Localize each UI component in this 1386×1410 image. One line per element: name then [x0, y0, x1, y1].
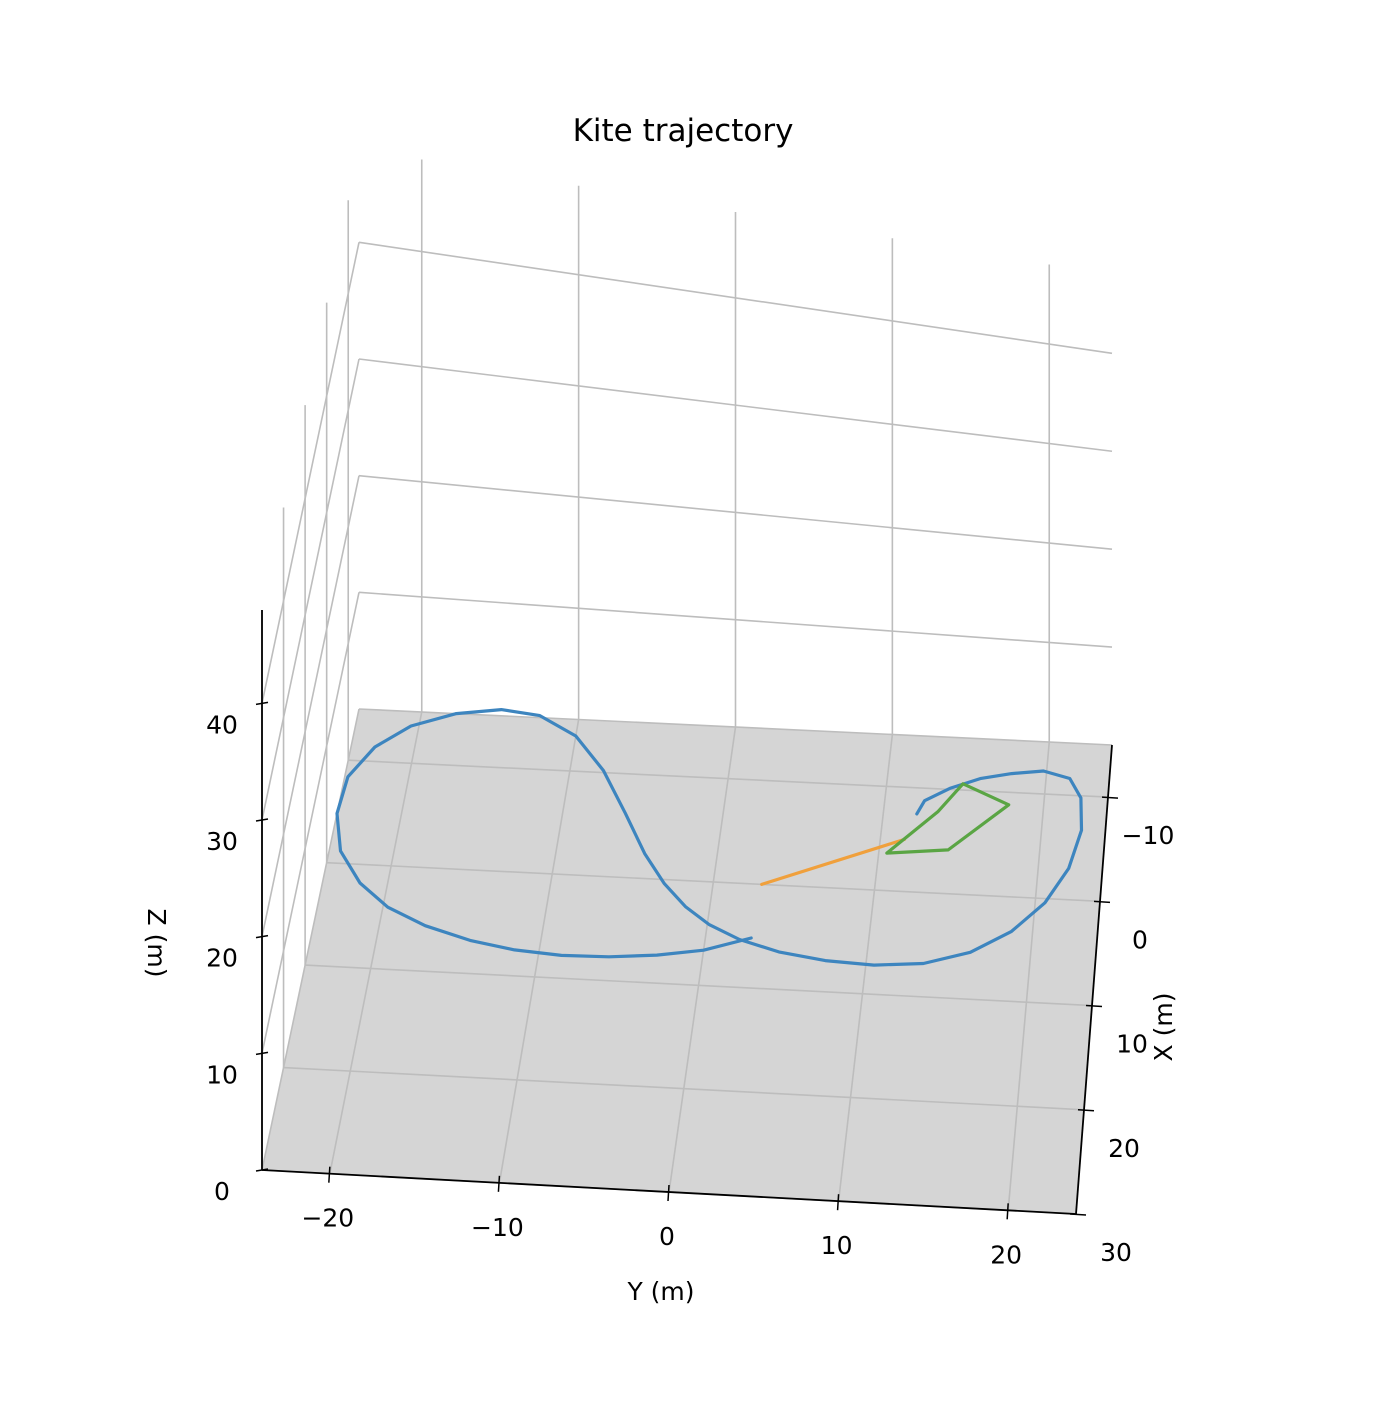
back-wall-gridline-horizontal — [358, 708, 1113, 746]
y-axis-tick — [497, 1175, 501, 1192]
x-axis-label: X (m) — [1149, 993, 1178, 1062]
back-wall-gridline-horizontal — [358, 358, 1113, 453]
y-axis-tick — [1006, 1203, 1009, 1220]
back-wall-gridline-horizontal — [358, 474, 1113, 550]
data-series — [335, 708, 1084, 967]
z-tick-label: 30 — [206, 827, 238, 856]
y-tick-label: 10 — [821, 1231, 853, 1260]
z-axis-tick — [255, 818, 269, 822]
y-tick-label: −20 — [301, 1204, 354, 1233]
axis-lines — [255, 610, 1119, 1220]
chart-title: Kite trajectory — [573, 113, 794, 149]
left-wall-gridline-horizontal — [261, 708, 360, 1171]
y-axis-tick — [836, 1194, 840, 1211]
z-axis-tick — [255, 1168, 269, 1172]
left-wall-gridline-horizontal — [261, 475, 360, 937]
x-axis-tick — [1077, 1109, 1095, 1112]
y-axis-label: Y (m) — [626, 1277, 694, 1306]
x-tick-label: 30 — [1100, 1238, 1132, 1267]
tether-line — [760, 837, 906, 886]
floor-gridline-y — [329, 711, 423, 1174]
y-axis-tick — [328, 1166, 331, 1183]
y-axis-tick — [667, 1184, 670, 1202]
back-wall-gridline-horizontal — [358, 241, 1113, 355]
left-wall-gridline-horizontal — [261, 592, 360, 1054]
z-tick-label: 20 — [206, 944, 238, 973]
left-wall-gridline-horizontal — [261, 358, 360, 821]
x-axis-tick — [1093, 900, 1111, 904]
z-axis-tick — [255, 934, 269, 939]
floor-gridline-x — [326, 861, 1101, 903]
z-tick-label: 10 — [206, 1060, 238, 1089]
x-tick-label: 0 — [1132, 925, 1148, 954]
kite-line — [885, 782, 1011, 855]
z-tick-label: 40 — [206, 710, 238, 739]
floor-gridline-y — [837, 734, 894, 1202]
y-tick-label: 0 — [659, 1222, 675, 1251]
y-tick-label: 20 — [990, 1240, 1022, 1269]
floor-gridline-y — [668, 726, 737, 1193]
axis-panes — [262, 709, 1112, 1214]
x-tick-label: 20 — [1108, 1134, 1140, 1163]
tick-labels: −20 −10 0 10 20 −10 0 10 20 30 0 10 20 30 40 — [206, 710, 1174, 1269]
z-axis-label: Z (m) — [142, 909, 171, 978]
y-tick-label: −10 — [471, 1213, 524, 1242]
floor-gridline-x — [305, 964, 1093, 1007]
trajectory-line — [335, 708, 1084, 967]
floor-gridline-x — [283, 1066, 1085, 1111]
x-tick-label: −10 — [1122, 821, 1175, 850]
x-axis-line — [1075, 744, 1113, 1215]
z-tick-label: 0 — [214, 1177, 230, 1206]
back-wall-gridline-horizontal — [358, 591, 1113, 648]
z-axis-tick — [255, 1051, 269, 1056]
z-axis-tick — [255, 701, 269, 706]
x-axis-tick — [1101, 796, 1119, 799]
x-tick-label: 10 — [1116, 1030, 1148, 1059]
x-axis-tick — [1069, 1213, 1087, 1216]
floor-gridline-y — [1007, 741, 1051, 1211]
left-wall-gridline-horizontal — [261, 242, 360, 704]
x-axis-tick — [1085, 1004, 1103, 1008]
floor-pane — [262, 709, 1112, 1214]
